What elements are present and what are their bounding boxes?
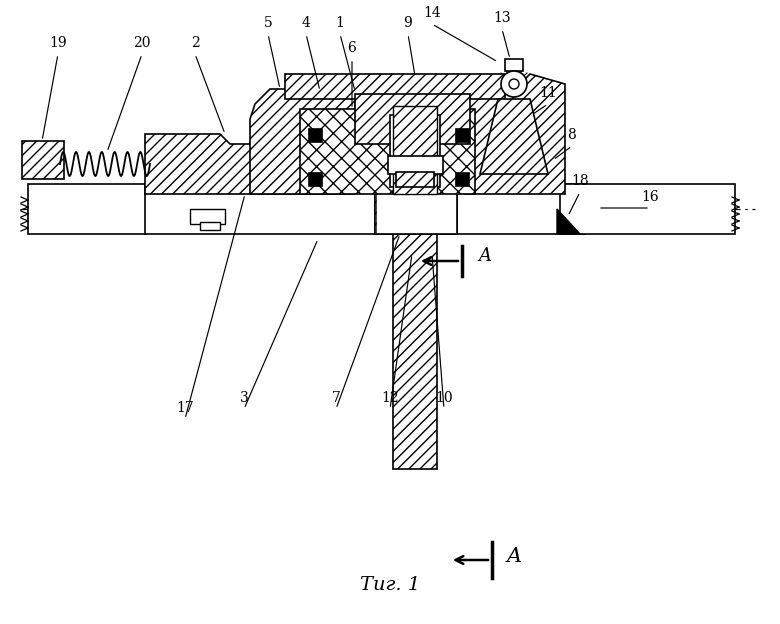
Bar xyxy=(145,184,585,234)
Bar xyxy=(375,179,457,234)
Bar xyxy=(396,172,434,187)
Bar xyxy=(505,59,523,71)
Bar xyxy=(300,109,475,194)
Bar xyxy=(308,128,322,142)
Text: 12: 12 xyxy=(381,391,399,405)
Bar xyxy=(375,179,457,234)
Text: 18: 18 xyxy=(571,174,589,188)
Text: 11: 11 xyxy=(539,86,557,100)
Text: Τиг. 1: Τиг. 1 xyxy=(360,576,420,594)
Text: 5: 5 xyxy=(264,16,272,30)
Polygon shape xyxy=(465,74,565,194)
Text: 10: 10 xyxy=(435,391,453,405)
Circle shape xyxy=(509,79,519,89)
Bar xyxy=(455,172,469,186)
Text: 9: 9 xyxy=(403,16,413,30)
Circle shape xyxy=(501,71,527,97)
Text: A: A xyxy=(507,547,522,565)
Text: 17: 17 xyxy=(176,401,194,415)
Bar xyxy=(560,184,735,234)
Text: 20: 20 xyxy=(133,36,151,50)
Bar xyxy=(393,234,437,469)
Bar xyxy=(393,106,437,194)
Text: 1: 1 xyxy=(335,16,345,30)
Bar xyxy=(22,141,64,179)
Text: 13: 13 xyxy=(493,11,511,25)
Bar xyxy=(455,128,469,142)
Bar xyxy=(355,94,470,144)
Text: 14: 14 xyxy=(423,6,441,20)
Bar xyxy=(308,172,322,186)
Text: 16: 16 xyxy=(641,190,659,204)
Polygon shape xyxy=(557,209,580,234)
Text: 6: 6 xyxy=(348,41,356,55)
Text: 4: 4 xyxy=(302,16,310,30)
Bar xyxy=(376,180,456,233)
Bar xyxy=(190,209,225,224)
Text: 19: 19 xyxy=(49,36,67,50)
Text: 3: 3 xyxy=(239,391,248,405)
Polygon shape xyxy=(285,74,505,99)
Bar xyxy=(200,222,220,230)
Polygon shape xyxy=(250,89,355,194)
Text: 8: 8 xyxy=(568,128,576,142)
Polygon shape xyxy=(480,99,548,174)
Bar xyxy=(390,115,440,187)
Polygon shape xyxy=(145,134,310,194)
Bar xyxy=(388,156,443,174)
Text: 7: 7 xyxy=(332,391,340,405)
Text: 2: 2 xyxy=(190,36,200,50)
Text: A: A xyxy=(478,247,491,265)
Bar xyxy=(28,184,146,234)
